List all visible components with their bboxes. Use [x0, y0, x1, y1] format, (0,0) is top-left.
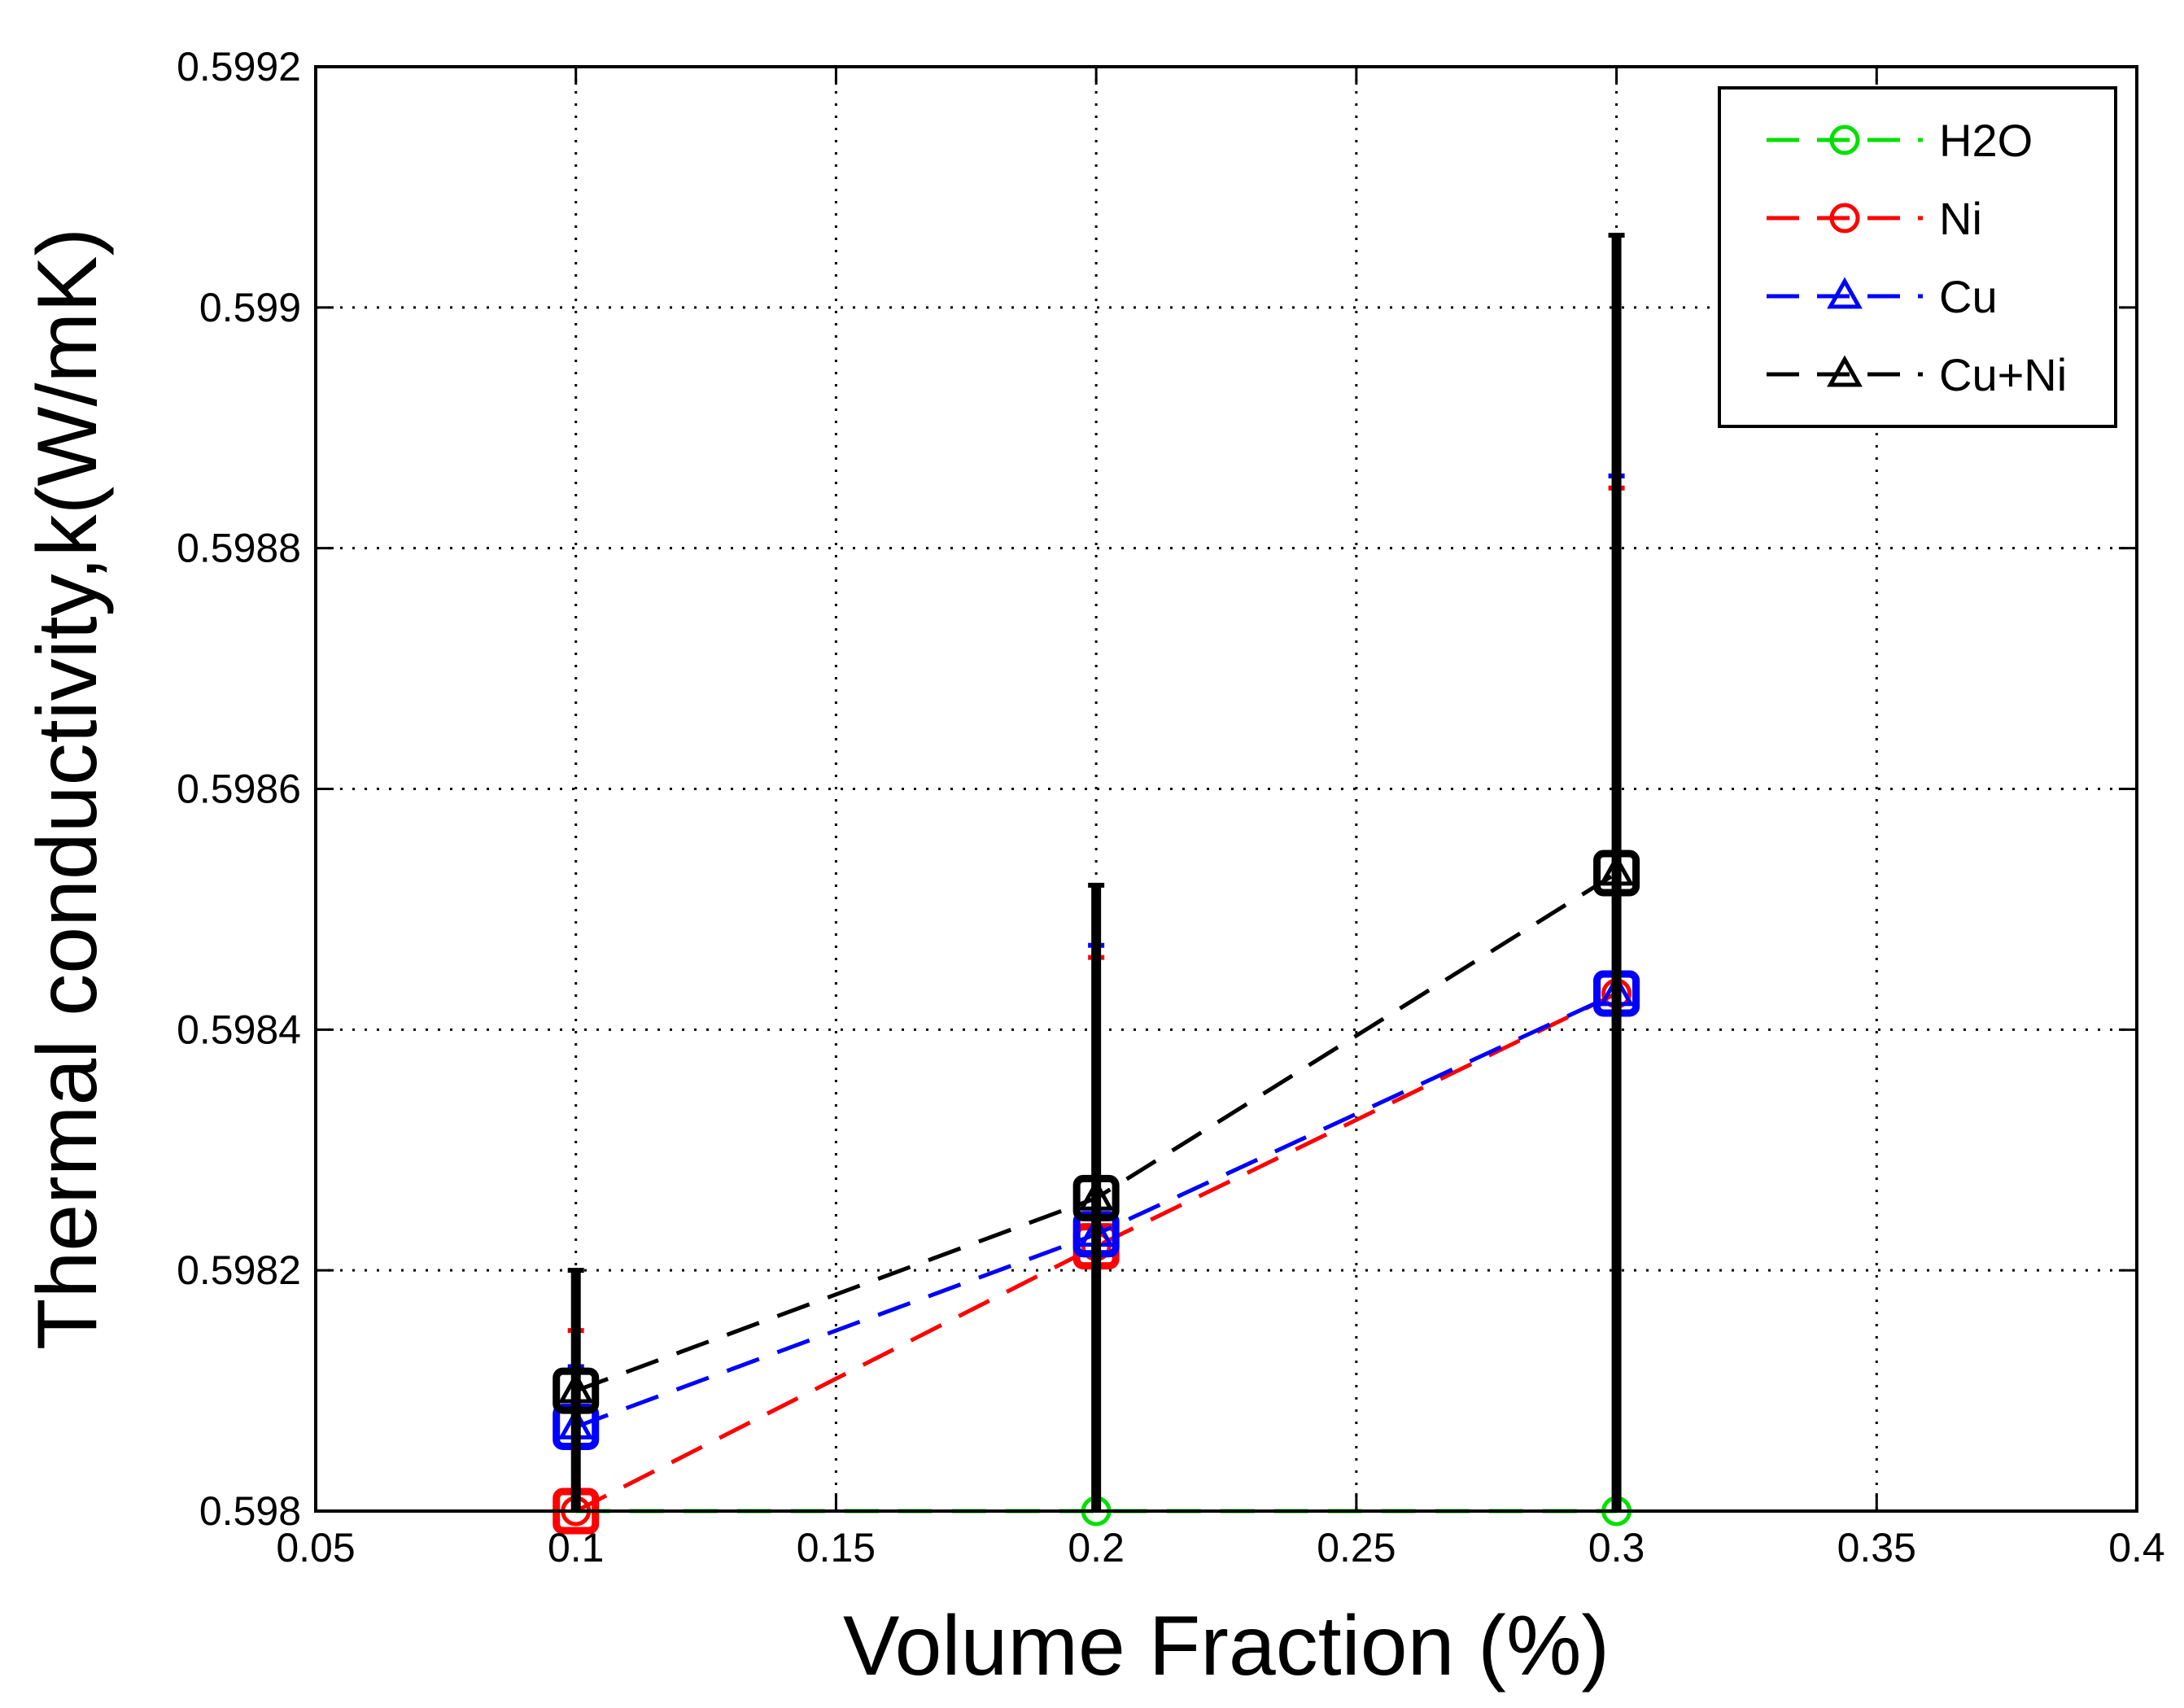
- data-point: [1598, 854, 1635, 886]
- y-axis-label: Thermal conductivity,k(W/mK): [20, 228, 115, 1350]
- legend-box: [1718, 86, 2117, 428]
- legend-label: Cu+Ni: [1939, 349, 2067, 400]
- data-point: [557, 1371, 594, 1404]
- data-point-box: [1072, 1174, 1120, 1221]
- series-line: [574, 871, 1618, 1393]
- legend-label: H2O: [1939, 115, 2033, 166]
- legend-item: Ni: [1767, 193, 1982, 244]
- x-tick-label: 0.25: [1317, 1525, 1396, 1570]
- series-line: [574, 991, 1618, 1514]
- y-tick-label: 0.599: [199, 285, 301, 330]
- y-tick-label: 0.5988: [177, 526, 301, 571]
- legend-label: Ni: [1939, 193, 1982, 244]
- tick-layer: 0.05 0.1 0.15 0.2 0.25 0.3 0.35 0.4 0.598 0.5982 0…: [177, 44, 2165, 1570]
- legend-marker: [1829, 203, 1860, 234]
- y-tick-label: 0.5992: [177, 44, 301, 90]
- legend-marker: [1827, 355, 1863, 387]
- data-point: [1078, 1178, 1115, 1211]
- series-layer: [553, 233, 1640, 1535]
- x-tick-label: 0.2: [1068, 1525, 1125, 1570]
- x-axis-label: Volume Fraction (%): [843, 1599, 1610, 1693]
- x-tick-label: 0.3: [1588, 1525, 1645, 1570]
- y-tick-label: 0.5986: [177, 767, 301, 812]
- data-point-box: [553, 1367, 600, 1414]
- x-tick-label: 0.35: [1837, 1525, 1916, 1570]
- series-cu-ni: [553, 233, 1640, 1511]
- y-tick-label: 0.598: [199, 1488, 301, 1534]
- legend: H2O Ni Cu Cu+Ni: [1718, 86, 2117, 428]
- data-point-box: [1593, 850, 1640, 897]
- legend-item: Cu: [1767, 271, 1998, 322]
- x-tick-label: 0.1: [548, 1525, 605, 1570]
- legend-label: Cu: [1939, 271, 1998, 322]
- x-tick-label: 0.05: [276, 1525, 355, 1570]
- legend-marker: [1829, 124, 1860, 155]
- x-tick-label: 0.15: [797, 1525, 876, 1570]
- x-tick-label: 0.4: [2108, 1525, 2165, 1570]
- legend-item: H2O: [1767, 115, 2033, 166]
- legend-item: Cu+Ni: [1767, 349, 2067, 400]
- legend-marker: [1827, 277, 1863, 309]
- y-tick-label: 0.5982: [177, 1247, 301, 1293]
- y-tick-label: 0.5984: [177, 1007, 301, 1052]
